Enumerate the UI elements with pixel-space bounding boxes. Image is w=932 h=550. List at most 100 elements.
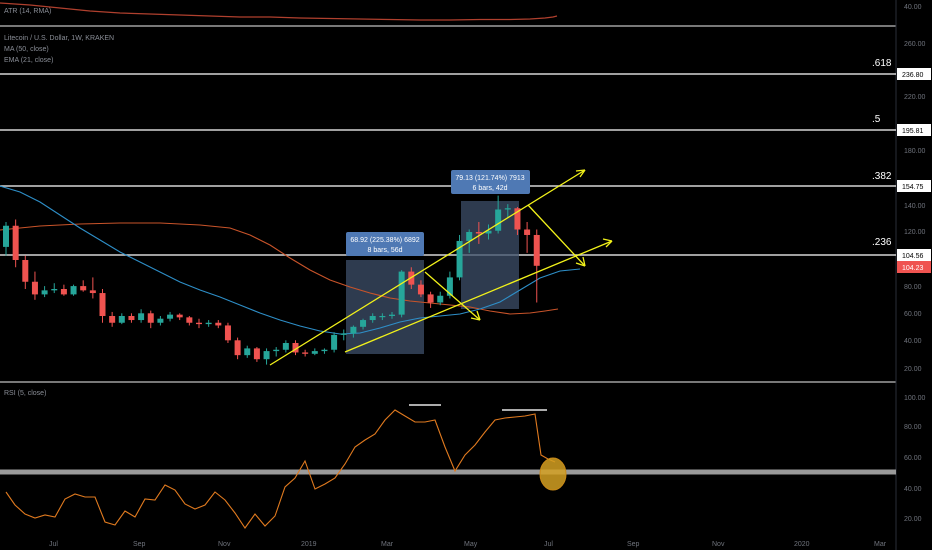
- candle-up[interactable]: [3, 225, 9, 247]
- atr-axis-label: 40.00: [904, 4, 922, 11]
- x-tick: Mar: [874, 541, 887, 548]
- x-tick: Jul: [544, 541, 553, 548]
- candle-up[interactable]: [446, 277, 453, 296]
- candle-up[interactable]: [350, 326, 357, 334]
- candle-down[interactable]: [234, 340, 241, 356]
- fib-price-tag-618: [897, 68, 931, 80]
- fib-price-5: 195.81: [902, 128, 924, 135]
- candle-up[interactable]: [340, 333, 347, 335]
- candle-up[interactable]: [398, 271, 405, 315]
- last-price: 104.23: [902, 265, 924, 272]
- y-tick: 80.00: [904, 284, 922, 291]
- candle-down[interactable]: [60, 289, 67, 295]
- candle-up[interactable]: [244, 348, 251, 356]
- y-tick: 260.00: [904, 41, 926, 48]
- candle-down[interactable]: [224, 325, 231, 341]
- candle-down[interactable]: [253, 348, 260, 360]
- fib-levels[interactable]: .618 236.80 .5 195.81 .382 154.75 .236 1…: [0, 58, 931, 261]
- candle-up[interactable]: [331, 334, 338, 350]
- candle-down[interactable]: [147, 313, 154, 323]
- main-y-axis[interactable]: 260.00 220.00 180.00 140.00 120.00 80.00…: [904, 41, 926, 373]
- candle-up[interactable]: [360, 320, 367, 327]
- candle-up[interactable]: [273, 349, 280, 352]
- candle-up[interactable]: [118, 316, 125, 323]
- atr-line: [0, 2, 558, 21]
- candle-up[interactable]: [389, 314, 395, 316]
- candle-down[interactable]: [12, 225, 19, 260]
- candle-up[interactable]: [205, 322, 212, 325]
- candle-down[interactable]: [31, 281, 38, 295]
- x-axis[interactable]: Jul Sep Nov 2019 Mar May Jul Sep Nov 202…: [49, 541, 887, 548]
- measure-label-1-line1: 68.92 (225.38%) 6892: [350, 237, 419, 244]
- measure-label-2[interactable]: 79.13 (121.74%) 7913 6 bars, 42d: [451, 170, 530, 194]
- candle-down[interactable]: [176, 314, 183, 318]
- atr-pane: ATR (14, RMA) 40.00: [0, 2, 922, 21]
- candle-down[interactable]: [514, 208, 521, 230]
- y-tick: 220.00: [904, 94, 926, 101]
- candle-down[interactable]: [22, 260, 29, 282]
- candle-up[interactable]: [41, 290, 48, 295]
- candle-up[interactable]: [485, 230, 492, 234]
- y-tick: 40.00: [904, 338, 922, 345]
- candle-up[interactable]: [495, 209, 502, 231]
- candle-up[interactable]: [157, 318, 164, 323]
- candle-down[interactable]: [475, 232, 482, 234]
- candle-up[interactable]: [504, 208, 511, 210]
- candle-down[interactable]: [196, 322, 202, 325]
- measure-range-2[interactable]: [461, 201, 519, 309]
- rsi-legend: RSI (5, close): [4, 390, 46, 397]
- candle-down[interactable]: [109, 316, 116, 323]
- ema-legend: EMA (21, close): [4, 57, 53, 64]
- x-tick: 2020: [794, 541, 810, 548]
- y-tick: 120.00: [904, 229, 926, 236]
- candle-down[interactable]: [427, 294, 434, 303]
- candle-down[interactable]: [417, 284, 424, 295]
- candle-up[interactable]: [167, 314, 174, 319]
- candle-up[interactable]: [466, 232, 473, 241]
- y-tick: 20.00: [904, 366, 922, 373]
- candle-down[interactable]: [533, 234, 540, 266]
- ema21-line: [0, 222, 559, 315]
- rsi-highlight-circle[interactable]: [539, 457, 567, 491]
- trend-line-lower[interactable]: [344, 240, 613, 353]
- x-tick: Nov: [218, 541, 231, 548]
- candle-up[interactable]: [437, 295, 444, 303]
- candle-up[interactable]: [321, 349, 328, 352]
- candle-down[interactable]: [128, 316, 135, 321]
- measure-label-2-line2: 6 bars, 42d: [472, 185, 507, 192]
- candle-down[interactable]: [292, 343, 299, 353]
- ma50-line: [0, 185, 581, 335]
- candle-down[interactable]: [80, 286, 87, 291]
- rsi-y-tick: 80.00: [904, 424, 922, 431]
- last-price-tag: [897, 261, 931, 273]
- trend-line-upper[interactable]: [269, 169, 586, 366]
- measure-label-1[interactable]: 68.92 (225.38%) 6892 8 bars, 56d: [346, 232, 424, 256]
- candle-up[interactable]: [263, 351, 270, 360]
- candle-up[interactable]: [456, 240, 463, 278]
- measure-label-2-line1: 79.13 (121.74%) 7913: [455, 175, 524, 182]
- trend-arrow-down-2[interactable]: [527, 204, 586, 267]
- candle-down[interactable]: [302, 352, 309, 354]
- measure-label-1-box: [346, 232, 424, 256]
- measure-label-2-box: [451, 170, 530, 194]
- candle-up[interactable]: [70, 286, 77, 295]
- candle-up[interactable]: [282, 343, 289, 350]
- candle-down[interactable]: [524, 229, 531, 235]
- candle-up[interactable]: [379, 316, 386, 318]
- trend-arrow-down-1[interactable]: [424, 271, 481, 321]
- ma-legend: MA (50, close): [4, 46, 49, 53]
- candle-down[interactable]: [215, 322, 222, 326]
- trend-lines[interactable]: [269, 169, 613, 366]
- candle-down[interactable]: [89, 290, 96, 294]
- candle-up[interactable]: [311, 351, 318, 354]
- candle-up[interactable]: [369, 316, 376, 321]
- x-tick: May: [464, 541, 478, 548]
- fib-label-382: .382: [872, 171, 892, 182]
- candle-down[interactable]: [186, 317, 193, 323]
- candle-up[interactable]: [138, 313, 145, 321]
- arrowhead-down-1: [470, 310, 481, 321]
- fib-label-618: .618: [872, 58, 892, 69]
- candle-up[interactable]: [51, 289, 58, 291]
- candle-down[interactable]: [99, 293, 106, 316]
